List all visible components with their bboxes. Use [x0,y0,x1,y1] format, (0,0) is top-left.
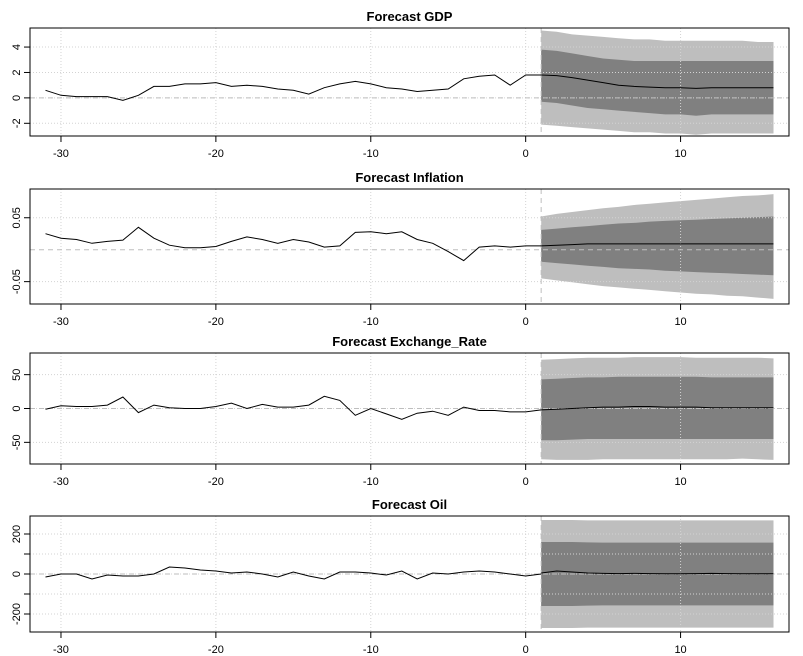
x-tick-label: -20 [208,148,224,160]
y-tick-label: 0 [11,405,23,411]
x-tick-label: 10 [674,644,686,656]
panel-title: Forecast GDP [367,9,453,24]
x-tick-label: 0 [523,476,529,488]
x-tick-label: -30 [53,148,69,160]
y-tick-label: -200 [11,603,23,625]
plot-area [30,189,789,304]
forecast-band-80 [541,216,774,276]
history-series-line [45,226,542,262]
y-tick-label: 0 [11,95,23,101]
x-tick-label: -30 [53,644,69,656]
forecast-mean-line [541,406,774,411]
x-tick-label: 10 [674,476,686,488]
y-tick-label: -2 [11,118,23,128]
y-tick-label: 2 [11,69,23,75]
panel-title: Forecast Inflation [355,170,463,185]
panel-title: Forecast Oil [372,497,447,512]
history-series-line [45,395,542,420]
panel-inflation: Forecast Inflation -30 -20 -10 0 10 -0.05 0.05 [11,170,790,328]
plot-frame [29,27,790,137]
y-tick-label: 0 [11,571,23,577]
x-tick-label: -10 [363,476,379,488]
y-tick-label: 200 [11,525,23,543]
forecast-mean-line [541,570,774,575]
panel-oil: Forecast Oil -30 -20 -10 0 10 -200 0 200 [11,497,790,656]
x-tick-label: -20 [208,476,224,488]
x-tick-label: -30 [53,316,69,328]
forecast-mean-line [541,74,774,89]
y-tick-label: -50 [11,434,23,450]
forecast-band-80 [541,49,774,116]
x-tick-label: 0 [523,148,529,160]
x-tick-label: 10 [674,316,686,328]
x-tick-label: 10 [674,148,686,160]
plot-area [30,28,789,136]
x-tick-label: 0 [523,316,529,328]
plot-area [30,516,789,632]
y-tick-label: 50 [11,369,23,381]
x-tick-label: -20 [208,316,224,328]
y-tick-label: 4 [11,44,23,50]
y-tick-label: 0.05 [11,207,23,228]
plot-area [30,353,789,464]
forecast-mean-line [541,243,774,247]
x-tick-label: -10 [363,316,379,328]
x-tick-label: -10 [363,148,379,160]
x-tick-label: 0 [523,644,529,656]
history-series-line [45,74,542,101]
history-series-line [45,566,542,580]
panel-title: Forecast Exchange_Rate [332,334,487,349]
x-tick-label: -30 [53,476,69,488]
y-tick-label: -0.05 [11,269,23,294]
plot-frame [29,188,790,305]
panel-exchange-rate: Forecast Exchange_Rate -30 -20 -10 0 10 -50 0 50 [11,334,790,488]
x-tick-label: -10 [363,644,379,656]
x-tick-label: -20 [208,644,224,656]
